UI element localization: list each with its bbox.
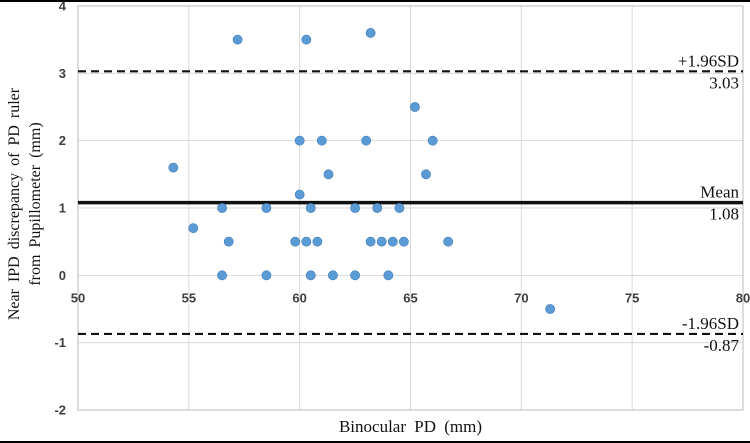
data-point: [232, 34, 243, 45]
data-point: [217, 270, 227, 281]
x-tick-label: 65: [403, 290, 417, 305]
plot-border: [77, 5, 744, 411]
x-tick-label: 75: [625, 290, 639, 305]
upper-loa-label: +1.96SD: [678, 51, 739, 70]
mean-label: Mean: [700, 183, 739, 202]
data-point: [294, 135, 305, 146]
data-point: [350, 270, 360, 281]
y-tick-label: -2: [54, 403, 66, 418]
data-point: [376, 236, 387, 247]
data-point: [421, 169, 431, 180]
data-point: [372, 203, 383, 213]
data-point: [261, 270, 272, 281]
x-tick-label: 70: [514, 290, 528, 305]
lower-loa-label: -1.96SD: [682, 314, 739, 333]
data-point: [383, 270, 394, 281]
upper-loa-value-label: 3.03: [709, 73, 739, 92]
figure-bottom-rule: [0, 441, 750, 443]
y-tick-label: 4: [59, 0, 67, 14]
x-tick-label: 60: [292, 290, 306, 305]
x-tick-label: 50: [71, 290, 85, 305]
data-point: [394, 203, 405, 213]
y-tick-label: 1: [59, 201, 66, 216]
data-point: [188, 223, 199, 234]
x-axis-title: Binocular PD (mm): [338, 417, 483, 436]
data-point: [168, 162, 179, 173]
y-tick-label: 2: [59, 133, 66, 148]
data-point: [443, 236, 454, 247]
data-point: [328, 270, 338, 281]
x-tick-label: 55: [182, 290, 196, 305]
data-point: [545, 304, 556, 314]
data-point: [305, 270, 316, 281]
data-point: [294, 189, 305, 200]
data-point: [361, 135, 372, 146]
data-point: [261, 203, 272, 213]
data-point: [365, 28, 376, 38]
figure-top-rule: [0, 0, 750, 2]
data-point: [217, 203, 227, 213]
y-tick-label: 0: [59, 268, 66, 283]
data-point: [305, 203, 316, 213]
data-point: [410, 102, 420, 112]
data-point: [398, 236, 409, 247]
lower-loa-value-label: -0.87: [704, 336, 740, 355]
data-point: [387, 236, 398, 247]
data-point: [301, 236, 312, 247]
y-tick-label: -1: [54, 335, 66, 350]
data-point: [312, 236, 323, 247]
mean-value-label: 1.08: [709, 205, 739, 224]
data-point: [301, 34, 312, 45]
data-point: [323, 169, 334, 180]
data-point: [290, 236, 301, 247]
y-tick-label: 3: [59, 66, 66, 81]
data-point: [223, 236, 234, 247]
data-point: [427, 135, 438, 146]
data-point: [316, 135, 327, 146]
data-point: [350, 203, 360, 213]
x-tick-label: 80: [736, 290, 750, 305]
data-point: [365, 236, 376, 247]
